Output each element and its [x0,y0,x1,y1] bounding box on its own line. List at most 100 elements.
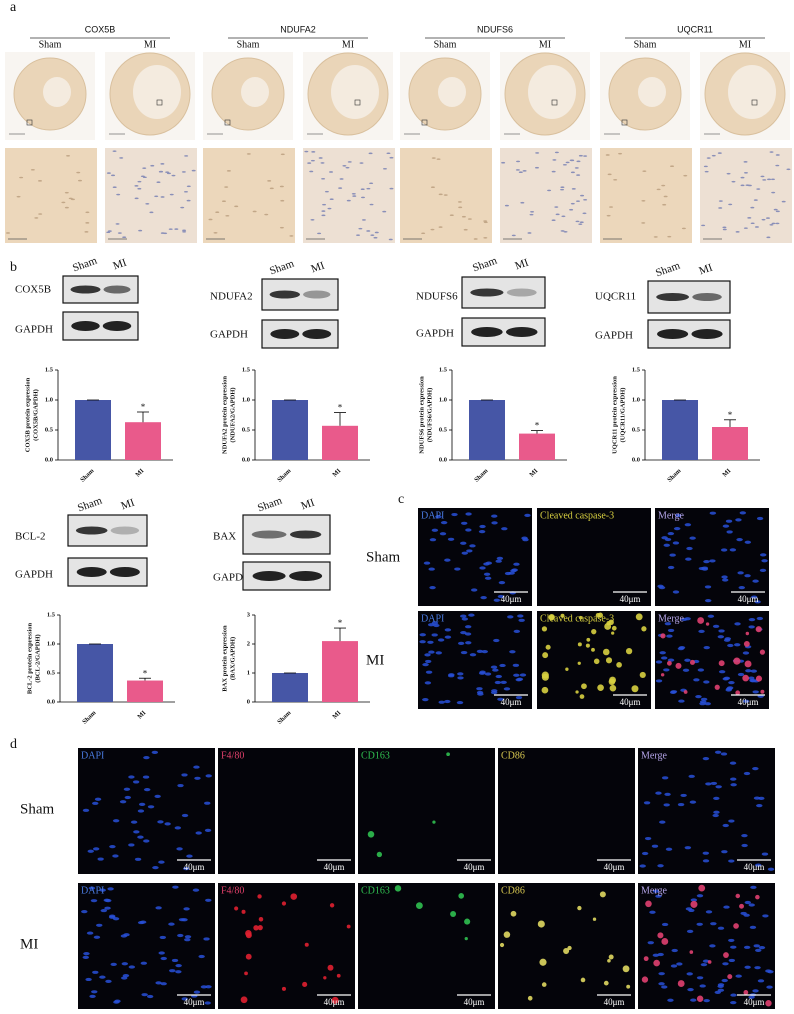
nucleus [750,206,755,209]
nucleus [451,512,458,517]
nucleus [641,222,646,224]
nucleus [428,650,435,654]
annotation: * [141,402,146,412]
nucleus [667,235,672,238]
nucleus [655,660,663,664]
nucleus [204,1001,211,1005]
stained-cell [281,901,287,906]
stained-cell [631,685,639,693]
y-tick-label: 1.5 [632,366,641,373]
stained-cell [367,831,375,838]
nucleus [438,700,445,704]
lane-label: MI [119,497,136,513]
nucleus [738,586,745,590]
stained-cell [253,925,259,931]
nucleus [734,643,741,647]
bar [75,400,111,460]
nucleus [321,177,326,180]
nucleus [82,955,89,959]
nucleus [759,568,767,572]
y-axis-label: (COX5B/GAPDH) [32,389,39,441]
stained-cell [735,893,741,899]
nucleus [529,213,534,216]
nucleus [279,185,284,188]
band [110,526,140,535]
nucleus [722,823,729,828]
blot-label: NDUFA2 [210,291,253,303]
nucleus [116,193,121,196]
blot-label: NDUFS6 [416,291,458,303]
nucleus [513,673,520,677]
nucleus [6,232,11,234]
nucleus [77,179,82,182]
fluorescence-image [218,883,355,1009]
channel-label: CD163 [361,750,390,761]
channel-label: Merge [641,750,667,761]
nucleus [204,828,212,832]
nucleus [747,217,752,219]
nucleus [758,796,765,800]
nucleus [490,665,498,669]
nucleus [205,774,212,778]
nucleus [663,195,668,198]
band [270,329,300,339]
stained-cell [580,977,586,983]
stained-cell [727,974,733,980]
nucleus [360,188,365,190]
row-label: Sham [20,801,55,817]
stained-cell [450,911,457,917]
nucleus [184,935,192,939]
nucleus [562,163,567,166]
nucleus [583,155,588,157]
nucleus [700,697,708,701]
nucleus [82,808,90,812]
bar [127,680,163,702]
nucleus [513,562,520,566]
nucleus [90,899,98,903]
nucleus [704,702,711,706]
nucleus [670,165,675,168]
nucleus [657,864,664,868]
stained-cell [597,612,603,618]
nucleus [669,553,676,557]
nucleus [123,787,131,791]
nucleus [134,857,142,861]
stained-cell [755,894,760,900]
nucleus [744,965,751,969]
nucleus [112,186,117,189]
nucleus [252,210,257,213]
nucleus [750,222,755,225]
band [289,571,323,581]
group-label: Sham [39,39,62,50]
nucleus [182,229,187,232]
nucleus [696,922,703,926]
nucleus [93,935,101,939]
nucleus [88,886,96,890]
nucleus [721,850,728,854]
nucleus [94,797,102,801]
nucleus [509,650,516,654]
nucleus [121,962,129,966]
nucleus [515,695,523,700]
stained-cell [625,647,633,655]
nucleus [651,844,659,848]
nucleus [143,839,150,843]
y-tick-label: 1.0 [45,396,53,403]
nucleus [702,959,710,963]
nucleus [519,673,527,677]
y-axis-label: NDUFA2 protein expression [221,376,228,454]
row-label: Sham [366,549,401,565]
blot-label: BCL-2 [15,531,46,543]
lane-label: Sham [471,254,499,274]
blot-label: BAX [213,531,236,543]
nucleus [515,169,520,171]
nucleus [711,154,716,157]
nucleus [137,835,144,839]
band [506,288,537,297]
stained-cell [542,652,549,659]
scale-bar-label: 40μm [464,997,485,1007]
nucleus [169,969,176,973]
nucleus [740,911,747,916]
nucleus [560,186,565,188]
nucleus [160,196,165,198]
